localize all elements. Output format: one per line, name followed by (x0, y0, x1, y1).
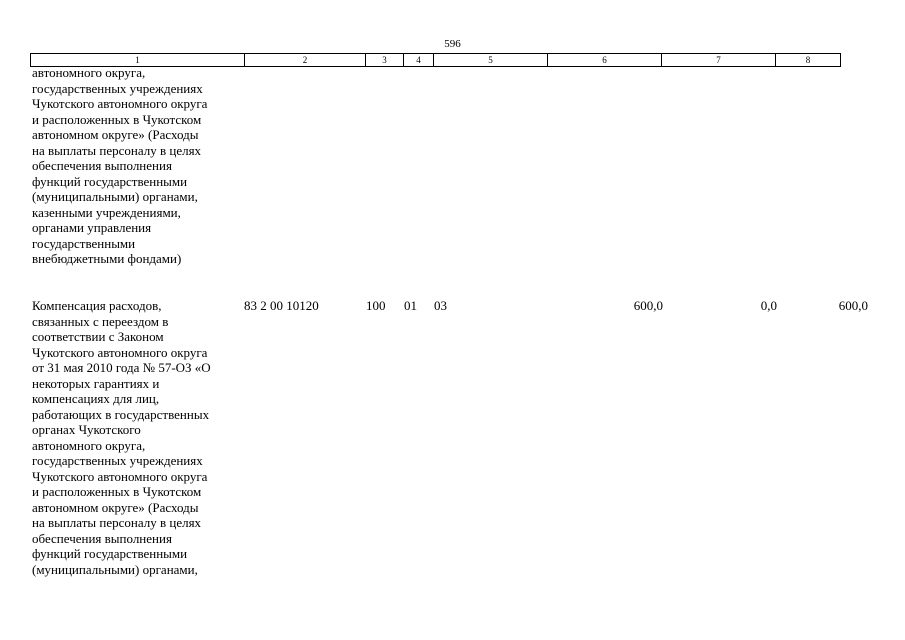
header-col-7: 7 (661, 53, 776, 67)
header-col-5: 5 (433, 53, 548, 67)
row-col4: 01 (404, 298, 417, 313)
header-col-3: 3 (365, 53, 404, 67)
row-col5: 03 (434, 298, 447, 313)
row-col7: 0,0 (760, 298, 777, 313)
row-code: 83 2 00 10120 (244, 298, 319, 313)
continued-description: автономного округа, государственных учре… (32, 65, 208, 266)
row-col3: 100 (366, 298, 386, 313)
row-col8: 600,0 (838, 298, 868, 313)
row-description: Компенсация расходов, связанных с переез… (32, 298, 211, 577)
table-header: 1 2 3 4 5 6 7 8 (30, 53, 841, 67)
header-col-2: 2 (244, 53, 366, 67)
row-col6: 600,0 (633, 298, 663, 313)
header-col-8: 8 (775, 53, 841, 67)
header-col-6: 6 (547, 53, 662, 67)
header-col-4: 4 (403, 53, 434, 67)
page-number: 596 (444, 38, 461, 50)
header-col-1: 1 (30, 53, 245, 67)
